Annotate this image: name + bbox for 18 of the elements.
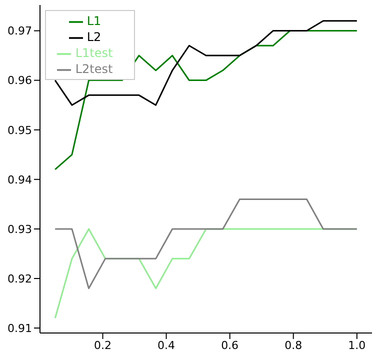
x-tick-label: 0.2: [94, 338, 112, 352]
y-tick-label: 0.93: [8, 222, 32, 236]
line-series: [54, 198, 358, 290]
legend-label: L2test: [75, 62, 113, 76]
y-tick-label: 0.94: [8, 173, 32, 186]
line-series: [54, 30, 358, 170]
y-tick-label: 0.95: [8, 124, 32, 137]
legend-label: L1test: [75, 46, 113, 60]
x-tick-label: 0.4: [158, 338, 176, 352]
legend-label: L1: [86, 14, 102, 28]
y-tick-label: 0.96: [8, 74, 32, 88]
y-tick-label: 0.97: [8, 24, 32, 38]
y-tick-label: 0.91: [8, 322, 32, 335]
x-tick-label: 0.8: [284, 338, 302, 352]
x-tick-label: 0.6: [221, 338, 239, 352]
legend-label: L2: [86, 30, 102, 44]
y-tick-label: 0.92: [8, 272, 32, 286]
x-tick-label: 1.0: [348, 338, 366, 352]
